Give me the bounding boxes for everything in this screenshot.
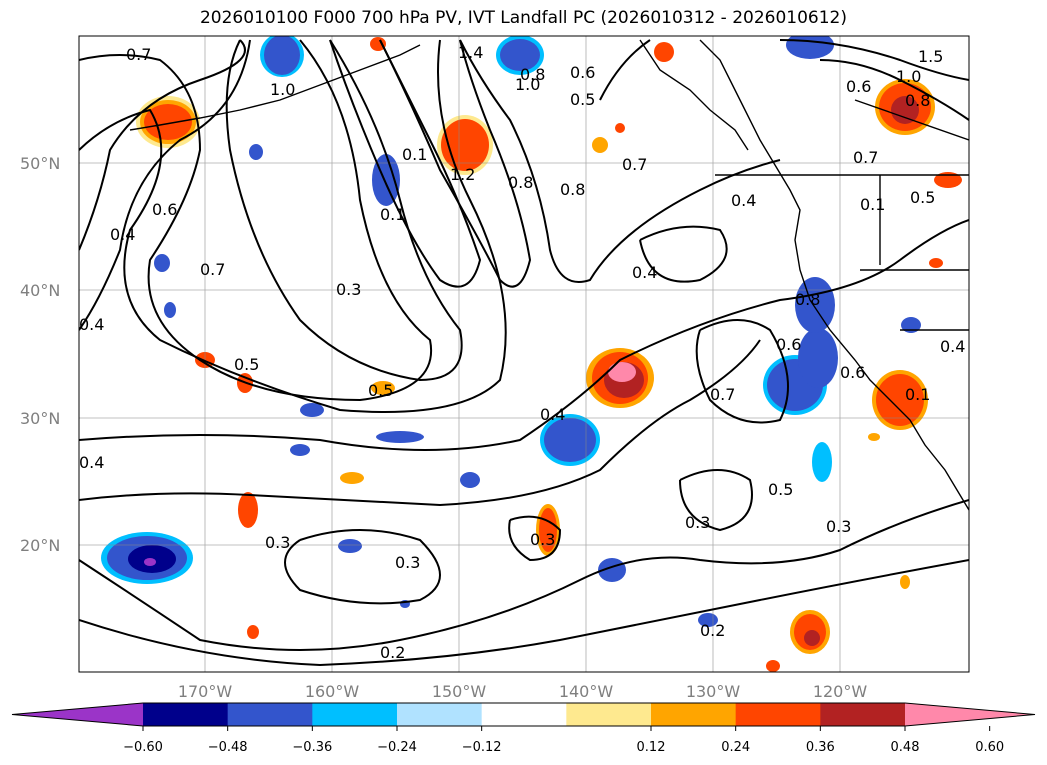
colorbar-segment <box>566 703 652 726</box>
contour-label: 0.3 <box>265 533 290 552</box>
contour-label: 0.3 <box>530 530 555 549</box>
contour-label: 0.4 <box>540 405 565 424</box>
longitude-labels: 170°W 160°W 150°W 140°W 130°W 120°W <box>178 682 868 701</box>
contour-label: 0.6 <box>152 200 177 219</box>
contour-label: 0.7 <box>710 385 735 404</box>
colorbar-tick-label: 0.60 <box>975 740 1004 755</box>
contour-label: 0.5 <box>368 381 393 400</box>
colorbar-tick-label: 0.24 <box>721 740 750 755</box>
colorbar-tick-label: 0.36 <box>806 740 835 755</box>
contour-label: 0.6 <box>776 335 801 354</box>
colorbar-tick-label: 0.12 <box>637 740 666 755</box>
contour-label: 0.6 <box>840 363 865 382</box>
contour-label: 0.3 <box>395 553 420 572</box>
contour-label: 0.2 <box>380 643 405 662</box>
lat-label: 50°N <box>20 154 60 173</box>
contour-label: 0.4 <box>110 225 135 244</box>
contour-label: 0.5 <box>234 355 259 374</box>
colorbar-segment <box>820 703 906 726</box>
colorbar-segment <box>312 703 398 726</box>
lon-label: 160°W <box>305 682 360 701</box>
contour-label: 0.8 <box>905 91 930 110</box>
map-title: 2026010100 F000 700 hPa PV, IVT Landfall… <box>199 8 847 28</box>
contour-label: 0.3 <box>336 280 361 299</box>
contour-label: 1.0 <box>515 75 540 94</box>
lon-label: 170°W <box>178 682 233 701</box>
colorbar-tick-label: −0.36 <box>292 740 332 755</box>
colorbar-extend-max <box>905 703 1035 726</box>
lon-label: 140°W <box>559 682 614 701</box>
contour-label: 0.1 <box>380 205 405 224</box>
colorbar-tick-label: −0.48 <box>208 740 248 755</box>
colorbar-tick-label: −0.24 <box>377 740 417 755</box>
colorbar-segment <box>397 703 483 726</box>
contour-label: 0.1 <box>402 145 427 164</box>
contour-label: 0.7 <box>622 155 647 174</box>
contour-label: 0.7 <box>200 260 225 279</box>
colorbar-segment <box>143 703 229 726</box>
colorbar-tick-label: 0.48 <box>891 740 920 755</box>
contour-label: 0.3 <box>826 517 851 536</box>
contour-label: 0.4 <box>632 263 657 282</box>
contour-labels: 0.7 0.8 1.4 1.0 0.6 1.5 1.0 0.8 0.6 0.7 … <box>79 43 965 662</box>
pv-contours <box>79 39 969 667</box>
contour-label: 0.8 <box>560 180 585 199</box>
contour-label: 0.4 <box>940 337 965 356</box>
colorbar-segment <box>481 703 567 726</box>
contour-label: 1.5 <box>918 47 943 66</box>
colorbar-segment <box>735 703 821 726</box>
lat-label: 40°N <box>20 281 60 300</box>
contour-label: 0.8 <box>795 290 820 309</box>
contour-label: 0.8 <box>508 173 533 192</box>
contour-label: 0.4 <box>79 453 104 472</box>
contour-label: 0.7 <box>126 45 151 64</box>
contour-label: 0.3 <box>685 513 710 532</box>
contour-label: 0.8 <box>520 65 545 84</box>
contour-label: 0.6 <box>846 77 871 96</box>
contour-label: 0.6 <box>570 63 595 82</box>
colorbar-extend-min <box>12 703 143 726</box>
latitude-labels: 50°N 40°N 30°N 20°N <box>20 154 60 555</box>
colorbar: −0.60 −0.48 −0.36 −0.24 −0.12 0.12 0.24 0.36 0.4… <box>11 702 1036 755</box>
contour-label: 0.1 <box>905 385 930 404</box>
contour-label: 0.1 <box>860 195 885 214</box>
contour-label: 1.0 <box>896 67 921 86</box>
plot-border <box>78 35 970 673</box>
coastlines <box>129 39 969 511</box>
contour-label: 0.4 <box>79 315 104 334</box>
lat-label: 20°N <box>20 536 60 555</box>
colorbar-segment <box>651 703 737 726</box>
contour-label: 0.5 <box>570 90 595 109</box>
contour-label: 0.7 <box>853 148 878 167</box>
lat-label: 30°N <box>20 409 60 428</box>
lon-label: 150°W <box>432 682 487 701</box>
contour-label: 1.4 <box>458 43 483 62</box>
colorbar-segment <box>227 703 313 726</box>
contour-label: 0.5 <box>910 188 935 207</box>
colorbar-tick-label: −0.60 <box>123 740 163 755</box>
lon-label: 120°W <box>813 682 868 701</box>
contour-label: 0.2 <box>700 621 725 640</box>
contour-label: 1.2 <box>450 165 475 184</box>
gridlines <box>79 36 969 672</box>
colorbar-tick-label: −0.12 <box>462 740 502 755</box>
lon-label: 130°W <box>686 682 741 701</box>
negative-anomalies <box>101 36 921 627</box>
contour-label: 1.0 <box>270 80 295 99</box>
contour-label: 0.4 <box>731 191 756 210</box>
contour-label: 0.5 <box>768 480 793 499</box>
